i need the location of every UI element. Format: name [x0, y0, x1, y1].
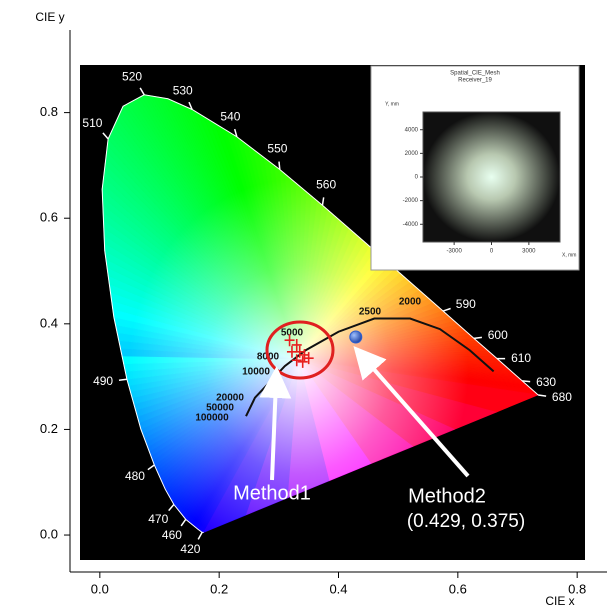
wavelength-tick: [119, 379, 127, 380]
value-label: (0.429, 0.375): [407, 511, 525, 532]
cct-label: 10000: [242, 367, 270, 378]
inset-y-tick-label: 2000: [405, 151, 419, 157]
page: {"chart_data": {"type": "scatter", "xlab…: [0, 0, 613, 610]
x-tick-label: 0.0: [91, 581, 109, 596]
y-tick-label: 0.0: [40, 526, 58, 541]
wavelength-label: 550: [267, 142, 287, 156]
inset-y-label: Y, mm: [385, 101, 399, 107]
inset-y-tick-label: -4000: [403, 222, 419, 228]
x-tick-label: 0.2: [210, 581, 228, 596]
x-tick-label: 0.6: [449, 581, 467, 596]
wavelength-label: 470: [148, 512, 168, 526]
y-axis-label: CIE y: [35, 10, 64, 24]
point: [350, 331, 362, 343]
y-tick-label: 0.6: [40, 210, 58, 225]
cct-label: 2500: [359, 307, 382, 318]
cct-label: 2000: [399, 297, 422, 308]
inset-x-tick-label: 3000: [522, 249, 536, 255]
wavelength-label: 540: [220, 110, 240, 124]
wavelength-label: 600: [488, 328, 508, 342]
x-tick-label: 0.4: [329, 581, 347, 596]
wavelength-label: 510: [82, 116, 102, 130]
cct-label: 20000: [216, 393, 244, 404]
inset-x-label: X, mm: [562, 252, 576, 258]
cct-label: 100000: [195, 413, 229, 424]
wavelength-label: 680: [552, 390, 572, 404]
inset-title: Receiver_19: [458, 78, 492, 84]
annotation: Method1: [233, 482, 311, 504]
wavelength-label: 590: [456, 297, 476, 311]
x-tick-label: 0.8: [568, 581, 586, 596]
wavelength-label: 520: [122, 70, 142, 84]
wavelength-label: 610: [511, 351, 531, 365]
wavelength-tick: [474, 337, 482, 338]
y-tick-label: 0.2: [40, 421, 58, 436]
wavelength-label: 460: [162, 528, 182, 542]
annotation: Method2: [408, 485, 486, 507]
inset-image: [423, 112, 560, 242]
chart: 4204604704804905105205305405505605906006…: [0, 0, 613, 610]
inset-y-tick-label: 4000: [405, 127, 419, 133]
wavelength-label: 480: [125, 469, 145, 483]
wavelength-label: 420: [180, 542, 200, 556]
y-tick-label: 0.4: [40, 315, 58, 330]
cct-label: 5000: [281, 328, 304, 339]
cct-label: 50000: [206, 403, 234, 414]
wavelength-tick: [279, 162, 280, 170]
wavelength-label: 630: [536, 375, 556, 389]
wavelength-label: 490: [93, 374, 113, 388]
wavelength-tick: [522, 381, 530, 382]
wavelength-label: 560: [316, 178, 336, 192]
inset-title: Spatial_CIE_Mesh: [450, 71, 500, 77]
inset-y-tick-label: -2000: [403, 198, 419, 204]
inset-x-tick-label: -3000: [446, 249, 462, 255]
y-tick-label: 0.8: [40, 104, 58, 119]
wavelength-label: 530: [173, 83, 193, 97]
